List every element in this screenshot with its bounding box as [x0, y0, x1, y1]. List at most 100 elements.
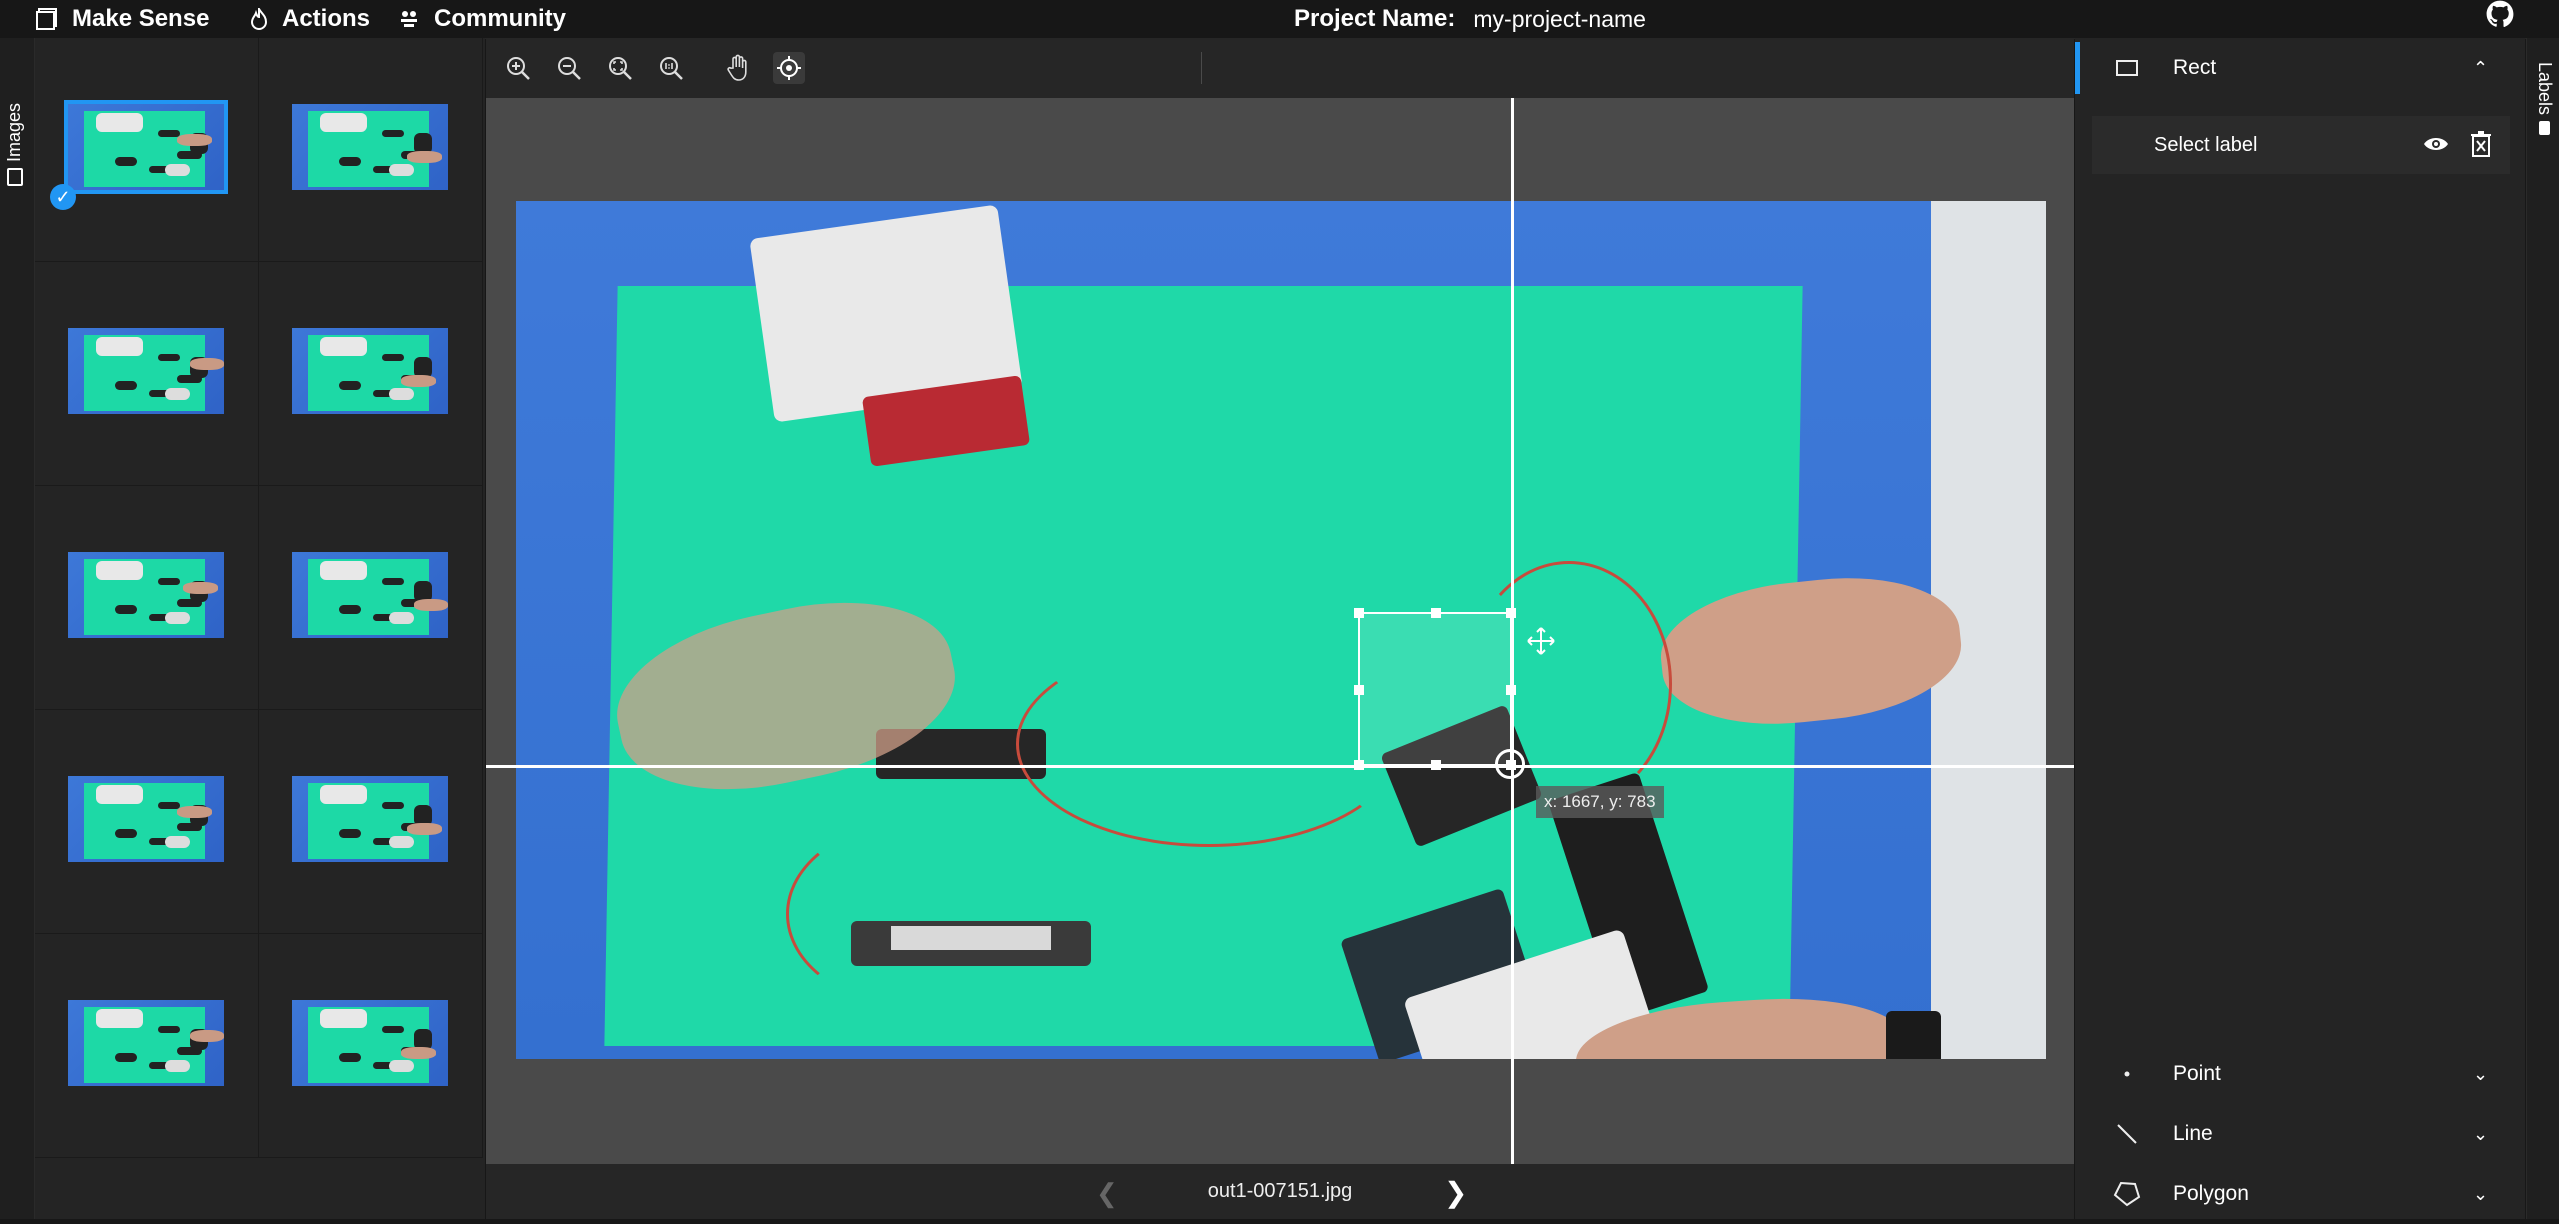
rect-section-header[interactable]: Rect ⌃ — [2075, 38, 2525, 98]
zoom-out-icon[interactable] — [553, 52, 585, 84]
menu-actions-label: Actions — [282, 5, 371, 32]
image-navigation-bar: ❮ out1-007151.jpg ❯ — [486, 1164, 2074, 1219]
zoom-in-icon[interactable] — [502, 52, 534, 84]
thumbnail-object — [388, 388, 414, 401]
wire — [786, 821, 1042, 1007]
thumbnail-hand — [413, 599, 448, 612]
image-thumbnail[interactable] — [64, 100, 228, 194]
image-thumbnail[interactable] — [68, 776, 224, 862]
thumbnail-cell[interactable] — [259, 38, 483, 262]
thumbnail-object — [388, 164, 414, 177]
thumbnail-object — [164, 612, 190, 625]
zoom-actual-icon[interactable] — [655, 52, 687, 84]
thumbnail-object — [320, 784, 367, 804]
resize-handle[interactable] — [1354, 685, 1364, 695]
trash-icon[interactable] — [2470, 130, 2492, 158]
thumbnail-object — [373, 613, 395, 621]
labels-side-tab[interactable]: Labels — [2526, 38, 2559, 1219]
eye-icon[interactable] — [2422, 132, 2450, 156]
project-name-input[interactable] — [1473, 5, 1734, 33]
thumbnail-cell[interactable] — [259, 710, 483, 934]
github-icon[interactable] — [2486, 0, 2514, 28]
chevron-up-icon[interactable]: ⌃ — [2473, 57, 2489, 78]
thumbnail-object — [382, 577, 405, 585]
labels-panel: Rect ⌃ Select label Point ⌄ Line ⌄ Polyg… — [2075, 38, 2525, 1219]
thumbnail-cell[interactable] — [35, 486, 259, 710]
polygon-section-header[interactable]: Polygon ⌄ — [2075, 1164, 2525, 1224]
thumbnail-object — [413, 805, 433, 826]
thumbnail-object — [114, 157, 137, 166]
zoom-fit-icon[interactable] — [604, 52, 636, 84]
thumbnail-cell[interactable] — [259, 934, 483, 1158]
move-cursor-icon — [1527, 627, 1555, 655]
image-thumbnail[interactable] — [292, 776, 448, 862]
annotated-image[interactable] — [516, 201, 2046, 1059]
thumbnail-cell[interactable]: ✓ — [35, 38, 259, 262]
rect-section-title: Rect — [2173, 56, 2217, 79]
thumbnail-cell[interactable] — [35, 934, 259, 1158]
resize-handle[interactable] — [1431, 608, 1441, 618]
current-filename: out1-007151.jpg — [1207, 1180, 1353, 1202]
next-image-button[interactable]: ❯ — [1444, 1177, 1468, 1208]
thumbnail-hand — [407, 151, 442, 164]
thumbnail-hand — [189, 358, 224, 371]
toolbar-separator — [1201, 52, 1202, 84]
thumbnail-object — [388, 836, 414, 849]
thumbnail-object — [382, 1025, 405, 1033]
image-thumbnail[interactable] — [68, 552, 224, 638]
thumbnail-hand — [177, 806, 212, 819]
thumbnail-object — [382, 129, 405, 137]
thumbnail-object — [96, 784, 143, 804]
thumbnail-cell[interactable] — [35, 262, 259, 486]
image-thumbnail[interactable] — [292, 104, 448, 190]
thumbnail-object — [149, 613, 171, 621]
menu-community-label: Community — [434, 5, 566, 32]
point-section-header[interactable]: Point ⌄ — [2075, 1044, 2525, 1104]
thumbnail-object — [164, 1060, 190, 1073]
image-thumbnail[interactable] — [68, 1000, 224, 1086]
brand-logo[interactable]: Make Sense — [36, 0, 209, 38]
thumbnail-object — [158, 577, 181, 585]
labels-tab-label: Labels — [2535, 62, 2555, 116]
thumbnail-object — [320, 336, 367, 356]
image-thumbnail[interactable] — [292, 552, 448, 638]
line-section-header[interactable]: Line ⌄ — [2075, 1104, 2525, 1164]
chevron-down-icon[interactable]: ⌄ — [2473, 1183, 2489, 1204]
thumbnail-object — [338, 829, 361, 838]
line-icon — [2113, 1120, 2141, 1148]
wire — [1016, 641, 1402, 847]
brand-name: Make Sense — [72, 5, 210, 32]
thumbnail-object — [96, 1008, 143, 1028]
thumbnail-cell[interactable] — [35, 710, 259, 934]
thumbnail-object — [158, 129, 181, 137]
wire — [1466, 561, 1672, 807]
chevron-down-icon[interactable]: ⌄ — [2473, 1063, 2489, 1084]
thumbnail-object — [149, 1061, 171, 1069]
crosshair-icon[interactable] — [773, 52, 805, 84]
rect-annotation[interactable] — [1354, 608, 1516, 770]
thumbnail-object — [164, 164, 190, 177]
resize-handle[interactable] — [1354, 608, 1364, 618]
previous-image-button[interactable]: ❮ — [1096, 1178, 1118, 1208]
menu-actions[interactable]: Actions — [250, 0, 370, 38]
annotation-canvas[interactable]: x: 1667, y: 783 — [486, 98, 2074, 1164]
image-thumbnail[interactable] — [68, 328, 224, 414]
thumbnail-cell[interactable] — [259, 262, 483, 486]
thumbnail-hand — [407, 823, 442, 836]
thumbnail-object — [149, 165, 171, 173]
image-thumbnail[interactable] — [292, 328, 448, 414]
image-thumbnail[interactable] — [292, 1000, 448, 1086]
thumbnail-object — [158, 1025, 181, 1033]
thumbnail-object — [114, 605, 137, 614]
pan-hand-icon[interactable] — [722, 52, 754, 84]
thumbnail-object — [388, 612, 414, 625]
thumbnail-cell[interactable] — [259, 486, 483, 710]
images-side-tab[interactable]: Images — [0, 38, 35, 1219]
chevron-down-icon[interactable]: ⌄ — [2473, 1123, 2489, 1144]
label-select-row[interactable]: Select label — [2092, 116, 2510, 174]
label-select-dropdown[interactable]: Select label — [2154, 134, 2258, 156]
menu-community[interactable]: Community — [398, 0, 566, 38]
thumbnail-hand — [183, 582, 218, 595]
fire-icon — [250, 8, 268, 30]
point-section-title: Point — [2173, 1062, 2221, 1085]
